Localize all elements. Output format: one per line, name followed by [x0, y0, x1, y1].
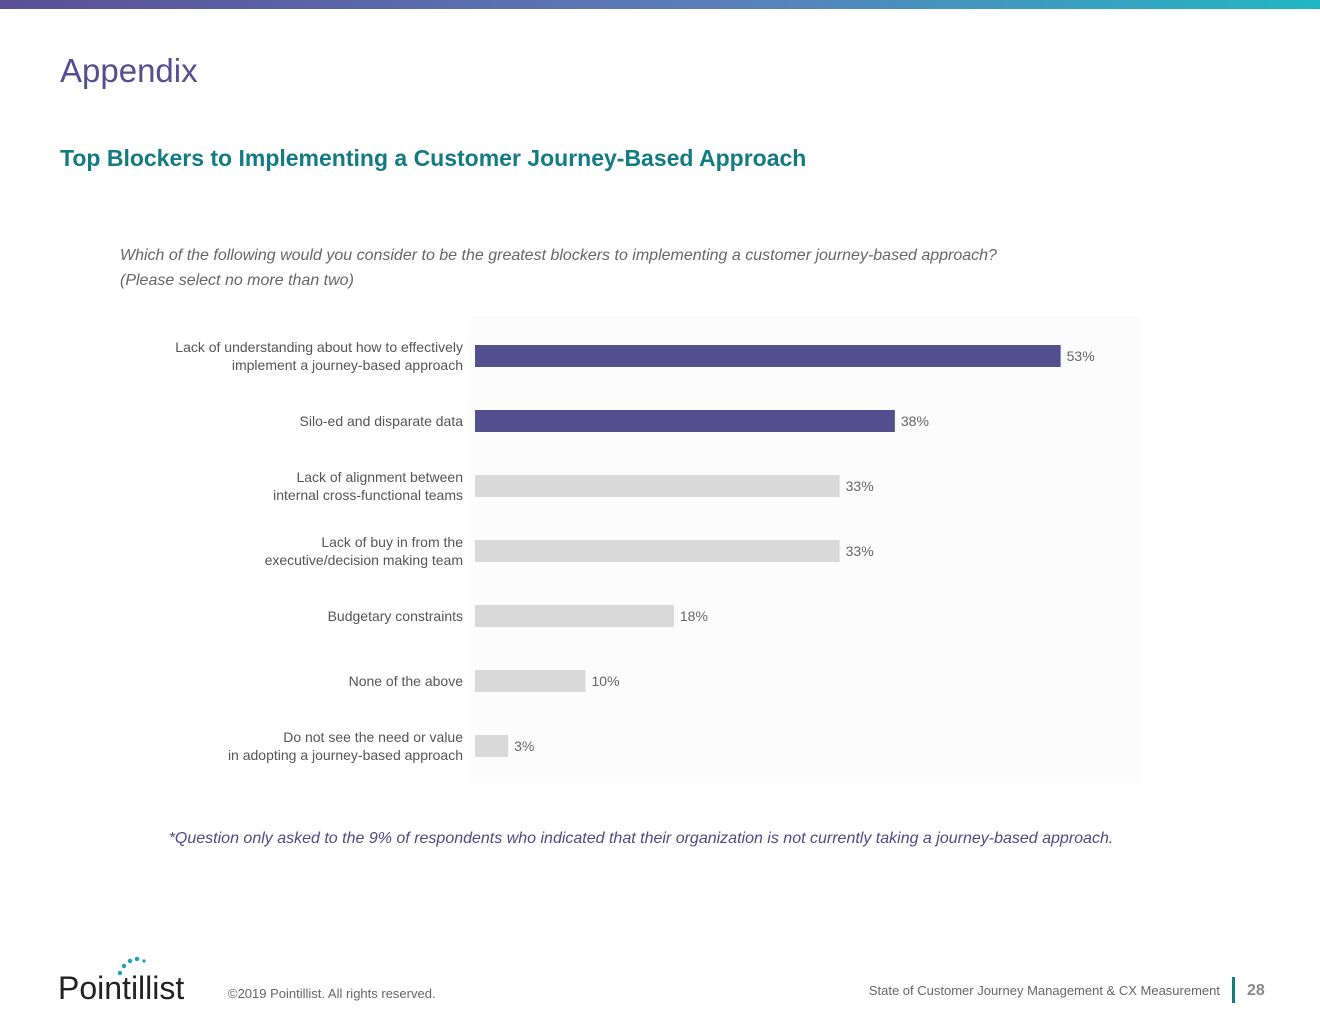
category-label-line: implement a journey-based approach [232, 357, 463, 373]
category-label: Lack of alignment between internal cross-… [273, 469, 463, 503]
bar [475, 345, 1061, 367]
page-number: 28 [1247, 982, 1265, 999]
pointillist-logo: Pointillist [58, 956, 184, 1005]
blockers-bar-chart: 53% Lack of understanding about how to ef… [175, 339, 1095, 763]
category-label-line: executive/decision making team [265, 552, 463, 568]
category-label-line: Lack of buy in from the [321, 534, 463, 550]
section-title: Top Blockers to Implementing a Customer … [60, 145, 807, 171]
bar [475, 605, 674, 627]
bar [475, 670, 586, 692]
survey-question-line: (Please select no more than two) [120, 272, 354, 289]
bar-value-label: 33% [846, 543, 874, 559]
bar-value-label: 33% [846, 478, 874, 494]
bar [475, 735, 509, 757]
category-label: Silo-ed and disparate data [300, 413, 464, 429]
category-label: Do not see the need or value in adopting … [228, 729, 463, 763]
footer-divider [1232, 977, 1235, 1003]
bar-value-label: 38% [901, 413, 929, 429]
category-label: Lack of buy in from the executive/decisio… [265, 534, 464, 568]
bar-value-label: 53% [1067, 348, 1095, 364]
category-label-line: Silo-ed and disparate data [300, 413, 464, 429]
category-label-line: in adopting a journey-based approach [228, 747, 463, 763]
bar [475, 475, 840, 497]
logo-dots-icon [117, 956, 146, 976]
logo-wordmark: Pointillist [58, 970, 184, 1005]
report-title: State of Customer Journey Management & C… [868, 983, 1220, 998]
bar [475, 540, 840, 562]
survey-question-line: Which of the following would you conside… [120, 247, 997, 264]
category-label-line: Lack of understanding about how to effec… [175, 339, 463, 355]
bar-value-label: 3% [514, 738, 534, 754]
category-label-line: Budgetary constraints [328, 608, 463, 624]
category-label-line: None of the above [349, 673, 464, 689]
footnote: *Question only asked to the 9% of respon… [168, 830, 1114, 847]
copyright: ©2019 Pointillist. All rights reserved. [228, 986, 436, 1001]
survey-question: Which of the following would you conside… [120, 243, 1080, 293]
page-title: Appendix [60, 52, 198, 89]
top-gradient-bar [0, 0, 1320, 9]
bar-value-label: 18% [680, 608, 708, 624]
category-label-line: internal cross-functional teams [273, 487, 463, 503]
category-label: None of the above [349, 673, 464, 689]
bar [475, 410, 895, 432]
category-label: Lack of understanding about how to effec… [175, 339, 463, 373]
category-label-line: Do not see the need or value [283, 729, 463, 745]
category-label-line: Lack of alignment between [296, 469, 463, 485]
category-label: Budgetary constraints [328, 608, 463, 624]
bar-value-label: 10% [592, 673, 620, 689]
